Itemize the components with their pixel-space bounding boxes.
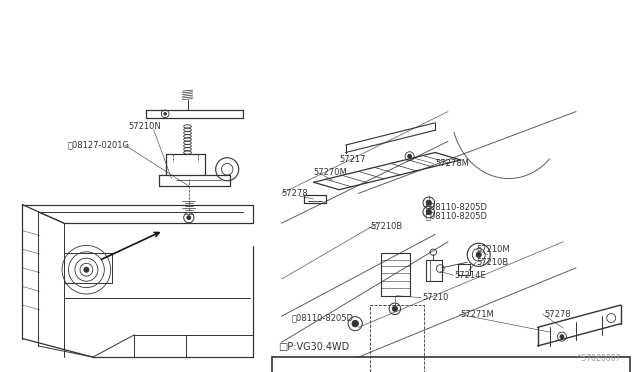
Text: □P:VG30.4WD: □P:VG30.4WD <box>278 342 349 352</box>
Text: 57210N: 57210N <box>128 122 161 131</box>
Bar <box>370 305 424 372</box>
Text: 57271M: 57271M <box>461 310 495 319</box>
Circle shape <box>426 209 431 215</box>
Text: Ⓓ08110-8205D: Ⓓ08110-8205D <box>426 211 488 220</box>
Circle shape <box>84 267 89 272</box>
Circle shape <box>392 306 397 311</box>
Circle shape <box>560 335 564 339</box>
Text: 57210: 57210 <box>422 293 449 302</box>
Text: ^570£0007: ^570£0007 <box>575 354 621 363</box>
Text: 57210B: 57210B <box>370 222 402 231</box>
Text: 57217: 57217 <box>339 155 365 164</box>
Text: Ⓓ08110-8205D: Ⓓ08110-8205D <box>426 202 488 211</box>
Text: 57210M: 57210M <box>477 245 511 254</box>
Circle shape <box>408 154 412 158</box>
Circle shape <box>426 200 431 205</box>
Circle shape <box>187 216 191 219</box>
Circle shape <box>352 320 358 327</box>
Bar <box>272 357 630 372</box>
Text: 57270M: 57270M <box>314 169 348 177</box>
Circle shape <box>476 252 481 257</box>
Text: 57278: 57278 <box>544 310 571 319</box>
Text: 57214E: 57214E <box>454 271 486 280</box>
Text: 57210B: 57210B <box>477 258 509 267</box>
Text: Ⓓ08127-0201G: Ⓓ08127-0201G <box>67 141 129 150</box>
Text: 57278M: 57278M <box>435 159 469 168</box>
Text: Ⓓ08110-8205D: Ⓓ08110-8205D <box>291 314 353 323</box>
Text: 57278: 57278 <box>282 189 308 198</box>
Circle shape <box>164 113 166 115</box>
